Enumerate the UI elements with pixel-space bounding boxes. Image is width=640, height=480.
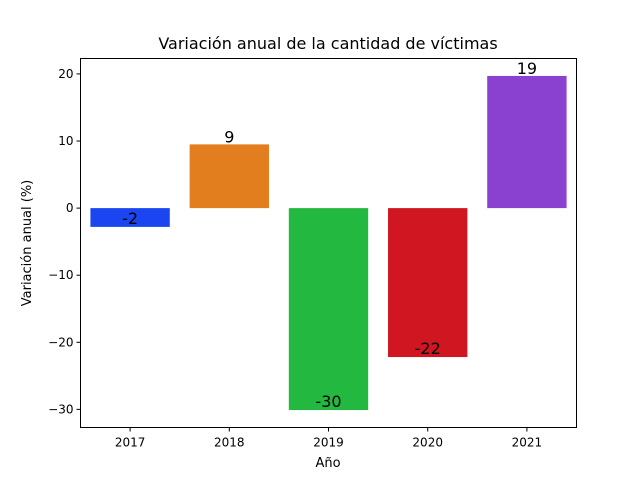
data-label-2020: -22 [415,339,441,358]
bars-layer [90,75,567,411]
chart-title: Variación anual de la cantidad de víctim… [158,34,497,53]
data-label-2021: 19 [517,59,537,78]
bar-2019 [288,208,369,411]
data-label-2017: -2 [122,209,138,228]
y-axis: 20 10 0 −10 −20 −30 [48,67,81,416]
x-axis-label: Año [315,456,340,471]
y-tick-label-1: 10 [58,134,73,148]
x-tick-label-2020: 2020 [412,436,443,450]
y-tick-label-2: 0 [66,201,74,215]
y-tick-label-0: 20 [58,67,73,81]
bar-2018 [189,144,269,209]
data-labels-layer: -2 9 -30 -22 19 [122,59,537,411]
y-axis-label: Variación anual (%) [20,180,35,307]
y-tick-label-5: −30 [48,402,73,416]
x-axis: 2017 2018 2019 2020 2021 [115,427,543,450]
y-tick-label-3: −10 [48,268,73,282]
y-tick-label-4: −20 [48,335,73,349]
x-tick-label-2018: 2018 [214,436,245,450]
bar-2020 [388,208,468,358]
data-label-2019: -30 [315,392,341,411]
x-tick-label-2019: 2019 [313,436,344,450]
x-tick-label-2017: 2017 [115,436,146,450]
bar-2021 [487,75,567,209]
data-label-2018: 9 [224,127,234,146]
x-tick-label-2021: 2021 [512,436,543,450]
bar-2017 [90,208,170,227]
